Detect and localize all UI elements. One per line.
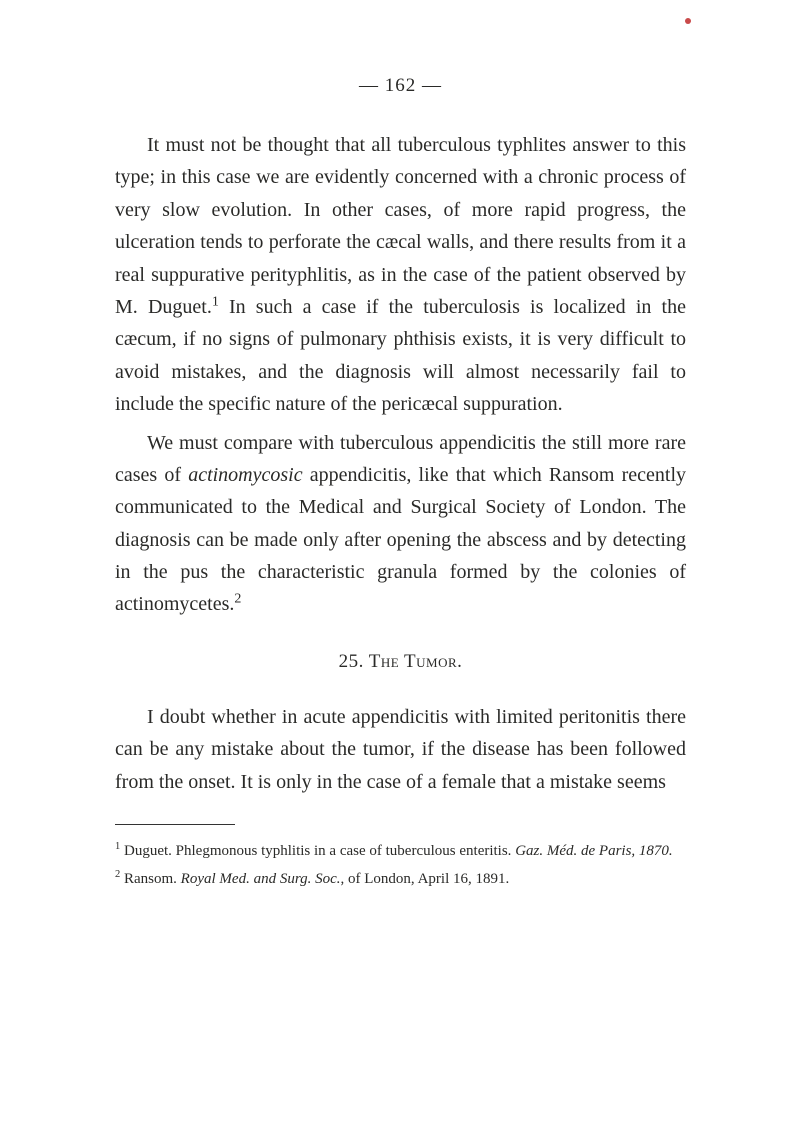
paragraph-2-text-b: appendicitis, like that which Ransom rec… bbox=[115, 464, 686, 616]
footnote-ref-2: 2 bbox=[234, 592, 241, 607]
footnote-rule bbox=[115, 824, 235, 825]
paragraph-2: We must compare with tuberculous appendi… bbox=[115, 427, 686, 621]
paragraph-2-italic: actinomycosic bbox=[188, 464, 302, 486]
footnote-ref-1: 1 bbox=[212, 294, 219, 309]
footnote-1-italic: Gaz. Méd. de Paris, 1870. bbox=[515, 843, 673, 859]
page-number: — 162 — bbox=[115, 75, 686, 97]
page-marker-dot bbox=[685, 18, 691, 24]
footnote-2-italic: Royal Med. and Surg. Soc. bbox=[181, 871, 341, 887]
paragraph-3: I doubt whether in acute appendicitis wi… bbox=[115, 701, 686, 798]
footnote-2: 2 Ransom. Royal Med. and Surg. Soc., of … bbox=[115, 867, 686, 891]
footnote-2-text-a: Ransom. bbox=[120, 871, 180, 887]
section-heading: 25. The Tumor. bbox=[115, 651, 686, 673]
footnote-1: 1 Duguet. Phlegmonous typhlitis in a cas… bbox=[115, 839, 686, 863]
footnote-1-text: Duguet. Phlegmonous typhlitis in a case … bbox=[120, 843, 515, 859]
paragraph-1-text-a: It must not be thought that all tubercul… bbox=[115, 134, 686, 318]
footnote-2-text-b: , of London, April 16, 1891. bbox=[341, 871, 510, 887]
paragraph-1: It must not be thought that all tubercul… bbox=[115, 129, 686, 421]
page-container: — 162 — It must not be thought that all … bbox=[0, 0, 801, 954]
